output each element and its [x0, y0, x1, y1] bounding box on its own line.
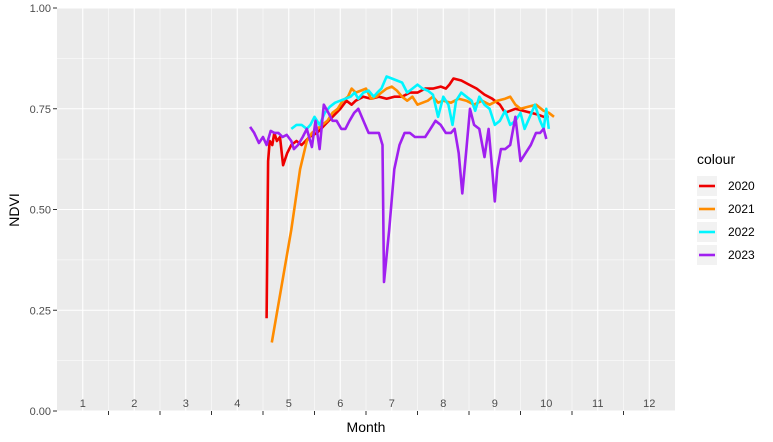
- legend-label-2022: 2022: [728, 225, 755, 239]
- x-tick-label: 1: [80, 398, 86, 410]
- x-axis-title: Month: [347, 419, 386, 435]
- x-tick-label: 4: [234, 398, 240, 410]
- y-tick-label: 0.25: [30, 305, 51, 317]
- legend-label-2023: 2023: [728, 248, 755, 262]
- series-line-2022: [290, 75, 551, 131]
- legend: colour 2020 2021 2022 2023: [697, 151, 755, 265]
- x-tick-label: 8: [440, 398, 446, 410]
- series-line-2020: [265, 77, 549, 319]
- x-tick-label: 5: [286, 398, 292, 410]
- legend-title: colour: [697, 151, 735, 167]
- x-tick-label: 10: [540, 398, 552, 410]
- x-tick-label: 12: [643, 398, 655, 410]
- y-tick-label: 0.50: [30, 205, 51, 217]
- legend-label-2020: 2020: [728, 179, 755, 193]
- legend-items: 2020 2021 2022 2023: [697, 176, 755, 265]
- x-tick-label: 7: [389, 398, 395, 410]
- y-tick-label: 0.00: [30, 406, 51, 418]
- x-axis-ticks: 1 2 3 4 5 6 7 8 9 10 11 12: [80, 398, 655, 415]
- x-tick-label: 2: [131, 398, 137, 410]
- y-axis-title: NDVI: [6, 193, 22, 226]
- x-tick-label: 11: [592, 398, 603, 410]
- x-tick-label: 6: [337, 398, 343, 410]
- y-tick-label: 1.00: [30, 3, 51, 15]
- series-line-2023: [249, 103, 548, 284]
- y-tick-label: 0.75: [30, 104, 51, 116]
- x-tick-label: 3: [183, 398, 189, 410]
- series-lines: [249, 75, 555, 343]
- y-axis-ticks: 0.00 0.25 0.50 0.75 1.00: [30, 3, 57, 418]
- x-tick-label: 9: [492, 398, 498, 410]
- legend-label-2021: 2021: [728, 202, 755, 216]
